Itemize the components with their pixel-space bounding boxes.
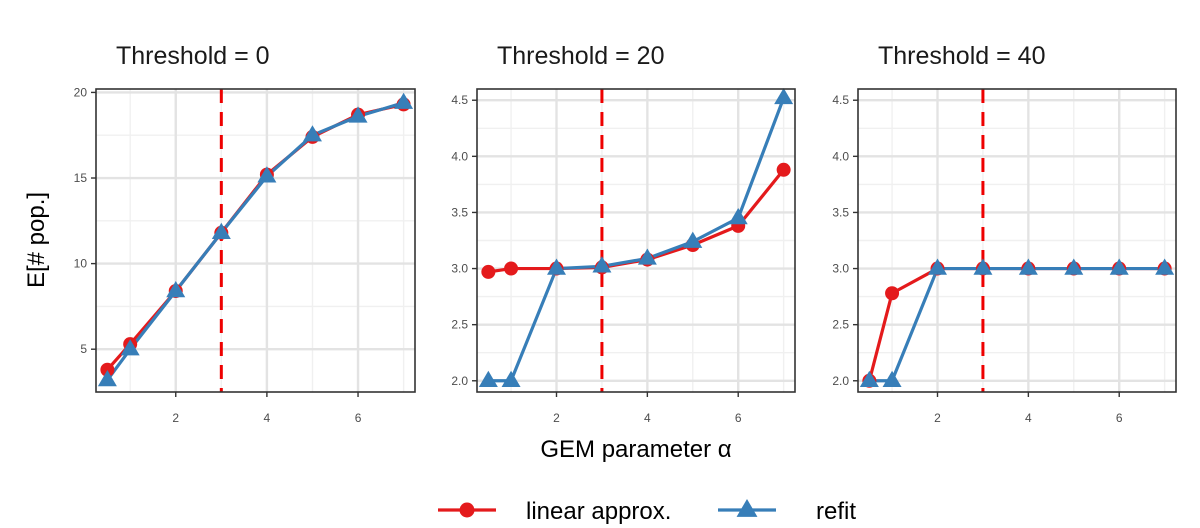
- y-tick-label: 20: [74, 85, 88, 99]
- legend-label-refit: refit: [816, 498, 856, 525]
- legend-marker-linear: [459, 502, 475, 518]
- data-point-refit: [120, 339, 140, 356]
- y-tick-label: 4.0: [832, 149, 849, 163]
- y-tick-label: 10: [74, 257, 88, 271]
- data-point-refit: [302, 125, 322, 142]
- data-point-refit: [637, 248, 657, 265]
- data-point-refit: [1155, 258, 1175, 275]
- data-point-refit: [683, 231, 703, 248]
- y-tick-label: 2.0: [832, 374, 849, 388]
- data-point-refit: [1109, 258, 1129, 275]
- panel-title: Threshold = 40: [878, 42, 1045, 70]
- x-tick-label: 4: [644, 411, 651, 425]
- y-tick-label: 3.0: [451, 262, 468, 276]
- y-axis-title: E[# pop.]: [23, 192, 50, 288]
- data-point-refit: [211, 222, 231, 239]
- y-tick-label: 3.5: [451, 205, 468, 219]
- data-point-refit: [1064, 258, 1084, 275]
- x-tick-label: 6: [355, 411, 362, 425]
- data-point-refit: [928, 258, 947, 275]
- data-point-refit: [97, 370, 117, 387]
- data-point-refit: [728, 208, 748, 225]
- data-point-refit: [257, 166, 277, 183]
- data-point-linear: [885, 286, 900, 301]
- panel-border: [95, 88, 416, 393]
- data-point-refit: [859, 370, 879, 387]
- y-tick-label: 2.5: [832, 318, 849, 332]
- y-tick-label: 15: [74, 171, 88, 185]
- data-point-refit: [973, 258, 993, 275]
- legend-label-linear: linear approx.: [526, 498, 671, 525]
- data-point-refit: [1018, 258, 1038, 275]
- panel-title: Threshold = 20: [497, 42, 664, 70]
- legend: linear approx. refit: [438, 498, 856, 525]
- data-point-refit: [478, 370, 498, 387]
- y-tick-label: 3.0: [832, 262, 849, 276]
- data-point-linear: [481, 264, 496, 279]
- y-tick-label: 2.5: [451, 318, 468, 332]
- chart-panels: Threshold = 0 2 4 6 5 10 15 20 Threshold = 20 2 4 6…: [74, 42, 1177, 425]
- data-point-refit: [547, 258, 566, 275]
- y-tick-label: 5: [80, 342, 87, 356]
- data-point-linear: [100, 362, 115, 377]
- data-point-refit: [394, 92, 414, 109]
- x-tick-label: 2: [934, 411, 941, 425]
- legend-item-linear: linear approx.: [438, 498, 671, 525]
- series-line-refit: [869, 266, 1165, 383]
- x-tick-label: 2: [553, 411, 560, 425]
- panel-border: [476, 88, 796, 393]
- panel-3: Threshold = 40 2 4 6 2.0 2.5 3.0 3.5 4.0 4.5: [832, 42, 1177, 425]
- panel-border: [857, 88, 1177, 393]
- panel-1: Threshold = 0 2 4 6 5 10 15 20: [74, 42, 416, 425]
- panel-title: Threshold = 0: [116, 42, 270, 70]
- data-point-refit: [166, 281, 186, 298]
- data-point-linear: [504, 261, 519, 276]
- x-tick-label: 2: [172, 411, 179, 425]
- y-tick-label: 3.5: [832, 205, 849, 219]
- data-point-refit: [592, 256, 612, 273]
- x-tick-label: 6: [735, 411, 742, 425]
- x-tick-label: 6: [1116, 411, 1123, 425]
- y-tick-label: 2.0: [451, 374, 468, 388]
- x-tick-label: 4: [1025, 411, 1032, 425]
- y-tick-label: 4.5: [832, 93, 849, 107]
- data-point-linear: [776, 162, 791, 177]
- y-tick-label: 4.5: [451, 93, 468, 107]
- x-tick-label: 4: [264, 411, 271, 425]
- data-point-refit: [774, 87, 794, 105]
- legend-marker-refit: [736, 499, 758, 517]
- legend-item-refit: refit: [718, 498, 856, 525]
- data-point-refit: [882, 370, 902, 387]
- x-axis-title: GEM parameter α: [540, 436, 731, 463]
- y-tick-label: 4.0: [451, 149, 468, 163]
- data-point-refit: [348, 106, 368, 123]
- panel-2: Threshold = 20 2 4 6 2.0 2.5 3.0 3.5 4.0 4.5: [451, 42, 796, 425]
- data-point-refit: [501, 370, 521, 387]
